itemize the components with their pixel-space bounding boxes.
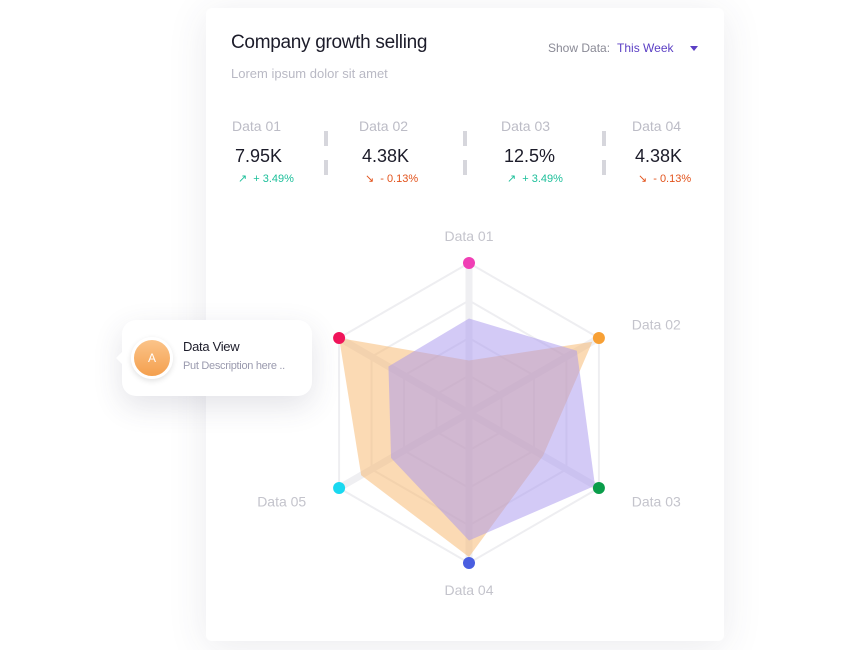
axis-dot xyxy=(463,257,475,269)
stat-change: + 3.49% xyxy=(522,172,563,185)
stat-data-02: Data 02 4.38K ↘ - 0.13% xyxy=(359,118,418,185)
stat-change: - 0.13% xyxy=(380,172,419,185)
tooltip-description: Put Description here .. xyxy=(183,360,285,372)
stat-label: Data 01 xyxy=(232,118,282,134)
card-subtitle: Lorem ipsum dolor sit amet xyxy=(231,66,388,81)
axis-label: Data 03 xyxy=(632,494,681,510)
stat-change: - 0.13% xyxy=(653,172,692,185)
stat-data-04: Data 04 4.38K ↘ - 0.13% xyxy=(632,118,691,185)
arrow-up-right-icon: ↗ xyxy=(238,173,248,185)
card-title: Company growth selling xyxy=(231,32,428,53)
divider xyxy=(324,131,328,175)
stat-label: Data 03 xyxy=(501,118,551,134)
axis-dot xyxy=(463,557,475,569)
divider xyxy=(463,131,467,175)
axis-label: Data 01 xyxy=(444,228,493,244)
stat-label: Data 04 xyxy=(632,118,682,134)
avatar: A xyxy=(131,337,173,379)
axis-dot xyxy=(592,482,605,494)
axis-dot xyxy=(592,332,605,344)
stat-value: 12.5% xyxy=(504,146,556,166)
series-area-2 xyxy=(388,318,596,541)
tooltip-title: Data View xyxy=(183,339,240,354)
axis-label: Data 05 xyxy=(257,494,306,510)
stat-value: 4.38K xyxy=(362,146,410,166)
caret-down-icon xyxy=(689,45,698,51)
arrow-up-right-icon: ↗ xyxy=(507,173,517,185)
show-data-value: This Week xyxy=(617,41,674,55)
stat-data-03: Data 03 12.5% ↗ + 3.49% xyxy=(501,118,563,185)
axis-label: Data 04 xyxy=(444,582,493,598)
arrow-down-right-icon: ↘ xyxy=(365,173,375,185)
divider xyxy=(602,131,606,175)
stat-label: Data 02 xyxy=(359,118,409,134)
show-data-dropdown[interactable]: Show Data: This Week xyxy=(548,41,698,55)
axis-dot xyxy=(333,332,346,344)
arrow-down-right-icon: ↘ xyxy=(638,173,648,185)
show-data-label: Show Data: xyxy=(548,41,611,55)
stat-value: 7.95K xyxy=(235,146,283,166)
data-view-tooltip: A Data View Put Description here .. xyxy=(116,320,312,396)
axis-dot xyxy=(333,482,346,494)
stat-data-01: Data 01 7.95K ↗ + 3.49% xyxy=(232,118,294,185)
stat-value: 4.38K xyxy=(635,146,683,166)
stat-change: + 3.49% xyxy=(253,172,294,185)
axis-label: Data 02 xyxy=(632,317,681,333)
